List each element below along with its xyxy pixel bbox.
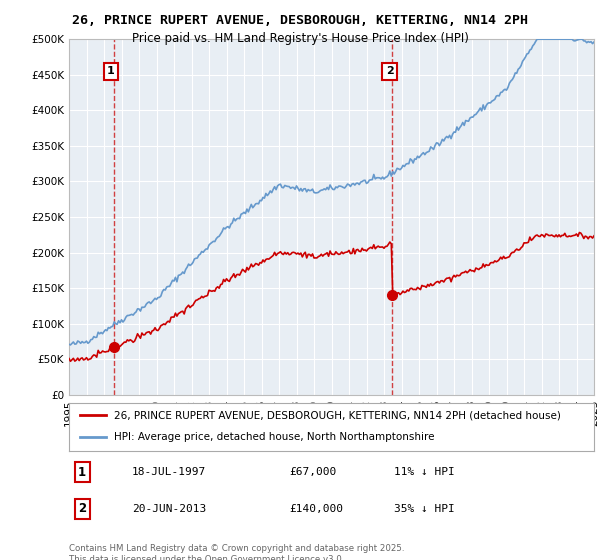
Text: 1: 1	[107, 66, 115, 76]
Text: 1: 1	[78, 466, 86, 479]
Text: 2: 2	[386, 66, 394, 76]
Text: 20-JUN-2013: 20-JUN-2013	[132, 504, 206, 514]
Text: 18-JUL-1997: 18-JUL-1997	[132, 468, 206, 478]
Text: 2: 2	[78, 502, 86, 515]
Text: Contains HM Land Registry data © Crown copyright and database right 2025.
This d: Contains HM Land Registry data © Crown c…	[69, 544, 404, 560]
Text: 26, PRINCE RUPERT AVENUE, DESBOROUGH, KETTERING, NN14 2PH: 26, PRINCE RUPERT AVENUE, DESBOROUGH, KE…	[72, 14, 528, 27]
Text: £67,000: £67,000	[290, 468, 337, 478]
Text: 35% ↓ HPI: 35% ↓ HPI	[395, 504, 455, 514]
Text: Price paid vs. HM Land Registry's House Price Index (HPI): Price paid vs. HM Land Registry's House …	[131, 32, 469, 45]
Text: 26, PRINCE RUPERT AVENUE, DESBOROUGH, KETTERING, NN14 2PH (detached house): 26, PRINCE RUPERT AVENUE, DESBOROUGH, KE…	[113, 410, 560, 420]
Text: HPI: Average price, detached house, North Northamptonshire: HPI: Average price, detached house, Nort…	[113, 432, 434, 442]
Text: £140,000: £140,000	[290, 504, 343, 514]
Text: 11% ↓ HPI: 11% ↓ HPI	[395, 468, 455, 478]
